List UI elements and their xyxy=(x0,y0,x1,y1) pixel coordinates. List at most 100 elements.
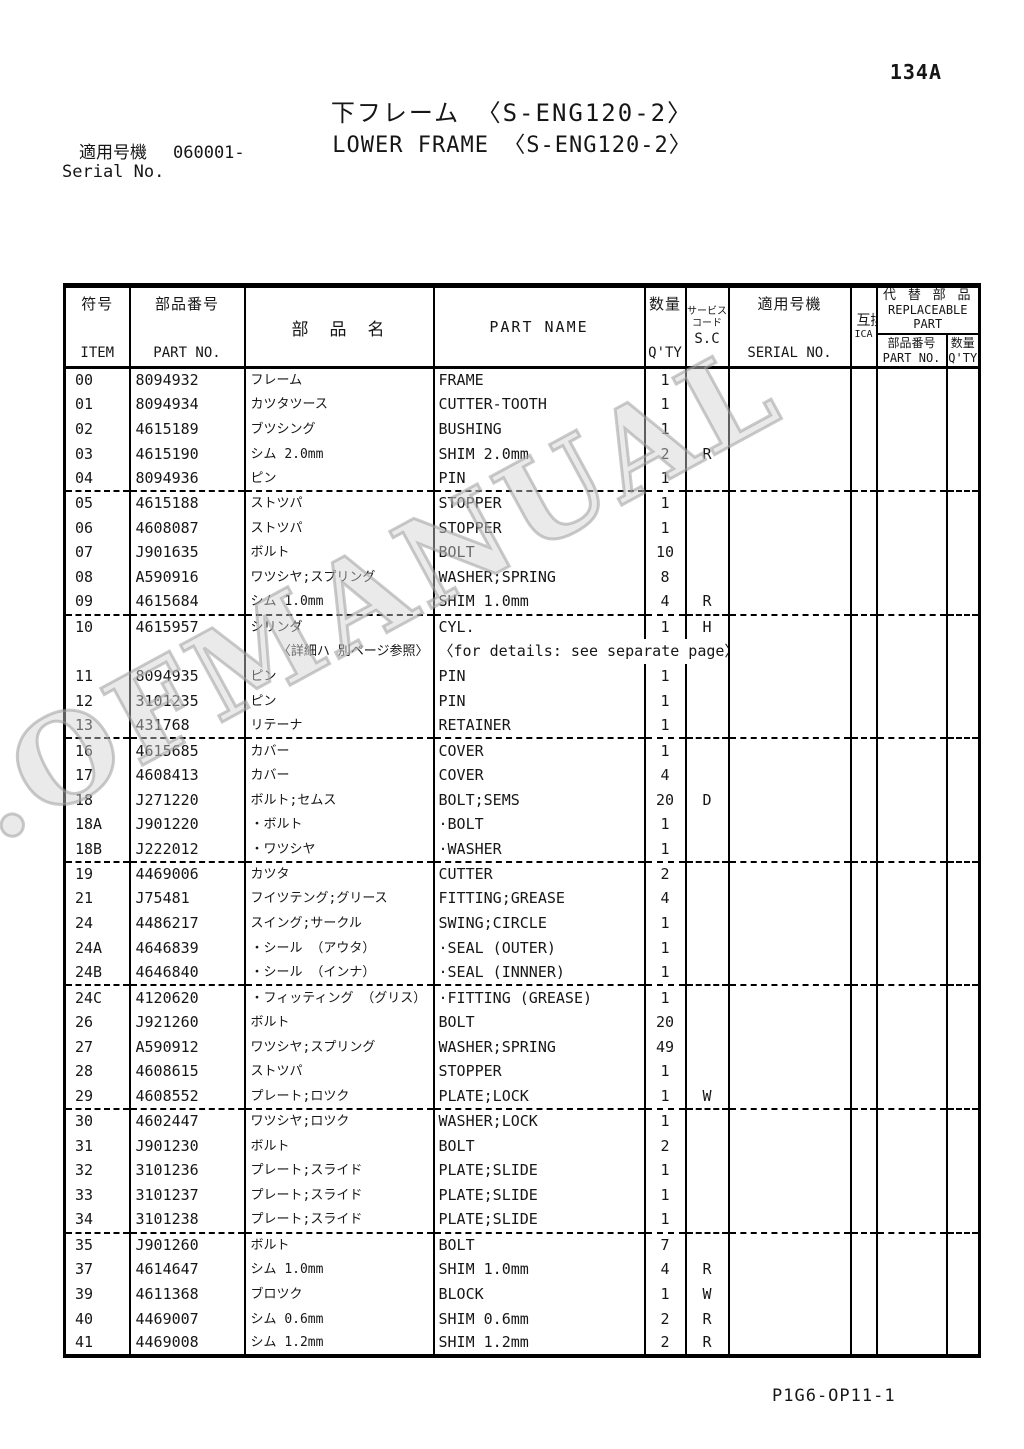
cell-qty: 1 xyxy=(643,614,686,640)
cell-part-no: 4611368 xyxy=(128,1282,245,1307)
cell-repl-part-no xyxy=(875,565,947,590)
cell-repl-qty xyxy=(945,515,980,541)
cell-interchangeability xyxy=(849,639,877,665)
cell-name-ja: プレート;スライド xyxy=(243,1183,434,1208)
cell-part-name: ·FITTING (GREASE) xyxy=(432,985,645,1011)
cell-service-code xyxy=(684,1183,729,1208)
cell-repl-part-no xyxy=(875,763,947,788)
cell-part-no: 4608087 xyxy=(128,515,245,541)
cell-service-code xyxy=(684,565,729,590)
cell-interchangeability xyxy=(849,565,877,590)
cell-interchangeability xyxy=(849,738,877,763)
cell-item: 24B xyxy=(63,960,130,987)
cell-qty: 2 xyxy=(643,1331,686,1357)
cell-interchangeability xyxy=(849,515,877,541)
cell-part-no xyxy=(128,639,245,665)
cell-serial-no xyxy=(727,589,851,616)
cell-interchangeability xyxy=(849,392,877,417)
part-row: 03 4615190 シム 2.0mm SHIM 2.0mm 2 R xyxy=(63,441,980,467)
cell-name-ja: ・シール （アウタ） xyxy=(243,936,434,961)
cell-interchangeability xyxy=(849,812,877,838)
cell-qty: 1 xyxy=(643,985,686,1011)
cell-name-ja: カバー xyxy=(243,763,434,788)
part-row: 24 4486217 スイング;サークル SWING;CIRCLE 1 xyxy=(63,911,980,937)
cell-serial-no xyxy=(727,416,851,442)
part-row: 24B 4646840 ・シール （インナ） ·SEAL (INNNER) 1 xyxy=(63,960,980,987)
cell-repl-qty xyxy=(945,664,980,689)
cell-serial-no xyxy=(727,1084,851,1111)
cell-part-name: SHIM 1.2mm xyxy=(432,1331,645,1357)
note-row: 〈詳細ハ 別ページ参照〉 〈for details: see separate p… xyxy=(63,639,980,665)
applicable-label-ja: 適用号機 xyxy=(79,143,147,163)
cell-part-no: 4486217 xyxy=(128,911,245,937)
part-row: 24A 4646839 ・シール （アウタ） ·SEAL (OUTER) 1 xyxy=(63,936,980,961)
cell-item: 02 xyxy=(63,416,130,442)
cell-item: 07 xyxy=(63,540,130,566)
cell-service-code xyxy=(684,1207,729,1234)
cell-part-name: BOLT xyxy=(432,1133,645,1159)
cell-qty: 10 xyxy=(643,540,686,566)
cell-qty: 4 xyxy=(643,763,686,788)
cell-serial-no xyxy=(727,1257,851,1283)
cell-serial-no xyxy=(727,515,851,541)
cell-name-ja: ・シール （インナ） xyxy=(243,960,434,987)
cell-repl-part-no xyxy=(875,1232,947,1258)
cell-part-no: J222012 xyxy=(128,837,245,863)
cell-repl-part-no xyxy=(875,1331,947,1357)
cell-part-name: PLATE;LOCK xyxy=(432,1084,645,1111)
cell-repl-part-no xyxy=(875,713,947,740)
cell-qty: 1 xyxy=(643,1059,686,1085)
cell-serial-no xyxy=(727,886,851,912)
cell-part-no: 8094934 xyxy=(128,392,245,417)
cell-name-ja: ボルト;セムス xyxy=(243,787,434,813)
cell-service-code: H xyxy=(684,614,729,640)
cell-service-code: R xyxy=(684,441,729,467)
cell-service-code xyxy=(684,1109,729,1134)
cell-part-no: 4469006 xyxy=(128,861,245,887)
cell-repl-qty xyxy=(945,466,980,493)
cell-repl-qty xyxy=(945,441,980,467)
cell-qty: 1 xyxy=(643,936,686,961)
cell-name-ja: リテーナ xyxy=(243,713,434,740)
cell-name-ja: プレート;スライド xyxy=(243,1207,434,1234)
part-row: 32 3101236 プレート;スライド PLATE;SLIDE 1 xyxy=(63,1158,980,1184)
cell-name-ja: スイング;サークル xyxy=(243,911,434,937)
cell-item: 09 xyxy=(63,589,130,616)
part-row: 11 8094935 ピン PIN 1 xyxy=(63,664,980,689)
cell-interchangeability xyxy=(849,1207,877,1234)
cell-interchangeability xyxy=(849,664,877,689)
cell-serial-no xyxy=(727,1059,851,1085)
cell-part-name: SWING;CIRCLE xyxy=(432,911,645,937)
cell-qty: 1 xyxy=(643,837,686,863)
col-part-no-ja: 部品番号 xyxy=(154,295,219,313)
cell-repl-part-no xyxy=(875,1306,947,1332)
cell-repl-qty xyxy=(945,787,980,813)
cell-item: 05 xyxy=(63,491,130,516)
cell-part-no: J901230 xyxy=(128,1133,245,1159)
cell-item: 33 xyxy=(63,1183,130,1208)
cell-name-ja: ・フィッティング （グリス） xyxy=(243,985,434,1011)
cell-part-no: A590916 xyxy=(128,565,245,590)
cell-part-no: 4646840 xyxy=(128,960,245,987)
cell-part-name: ·WASHER xyxy=(432,837,645,863)
cell-service-code: R xyxy=(684,589,729,616)
cell-part-name: CYL. xyxy=(432,614,645,640)
cell-service-code xyxy=(684,491,729,516)
cell-qty: 49 xyxy=(643,1034,686,1060)
cell-repl-qty xyxy=(945,1034,980,1060)
cell-qty: 1 xyxy=(643,1282,686,1307)
cell-service-code xyxy=(684,688,729,714)
part-row: 28 4608615 ストツパ STOPPER 1 xyxy=(63,1059,980,1085)
cell-interchangeability xyxy=(849,1282,877,1307)
cell-part-name: SHIM 1.0mm xyxy=(432,1257,645,1283)
cell-serial-no xyxy=(727,812,851,838)
cell-serial-no xyxy=(727,787,851,813)
part-row: 41 4469008 シム 1.2mm SHIM 1.2mm 2 R xyxy=(63,1331,980,1357)
cell-part-no: 4614647 xyxy=(128,1257,245,1283)
cell-qty: 1 xyxy=(643,466,686,493)
part-row: 12 3101235 ピン PIN 1 xyxy=(63,688,980,714)
cell-qty: 2 xyxy=(643,441,686,467)
cell-qty: 1 xyxy=(643,515,686,541)
part-row: 07 J901635 ボルト BOLT 10 xyxy=(63,540,980,566)
part-row: 27 A590912 ワツシヤ;スプリング WASHER;SPRING 49 xyxy=(63,1034,980,1060)
